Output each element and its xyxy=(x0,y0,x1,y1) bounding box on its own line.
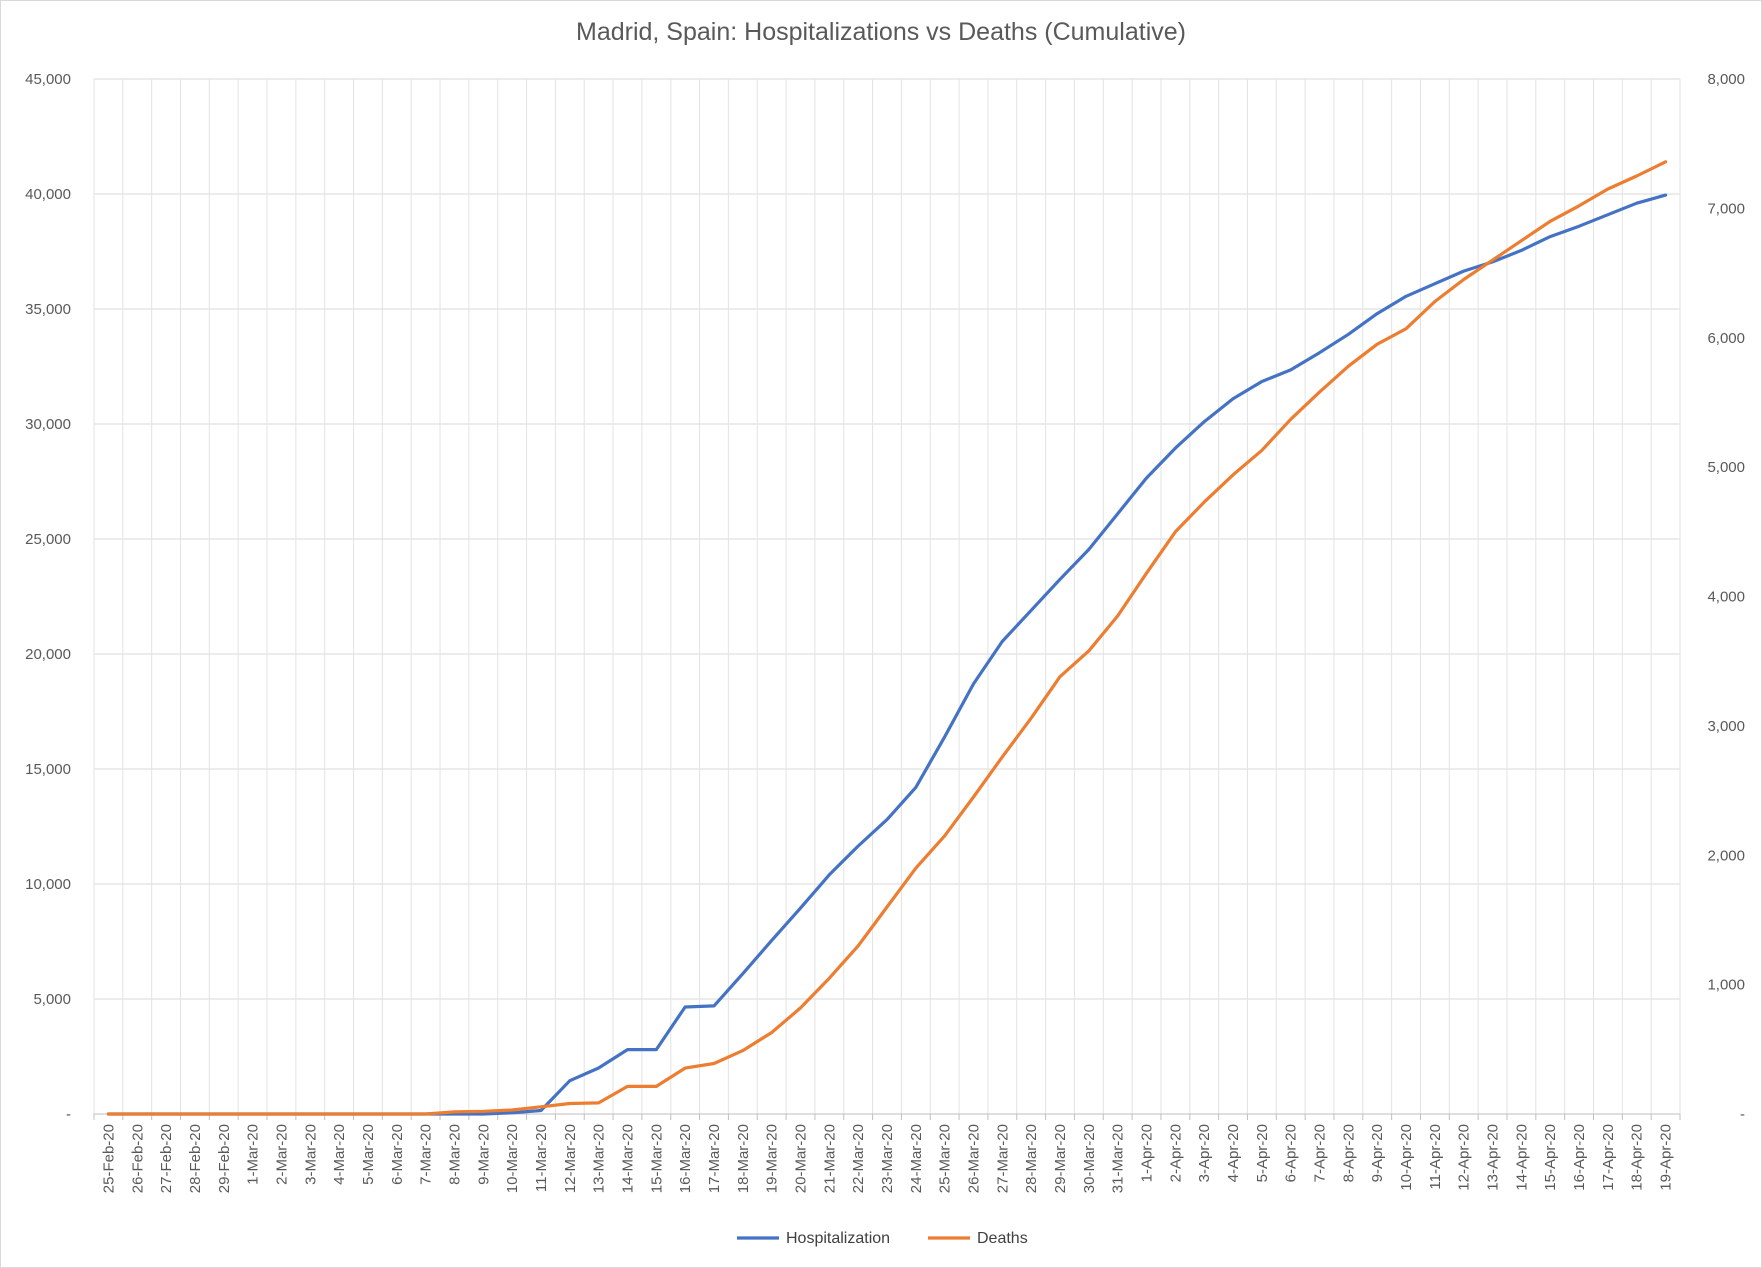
x-tick-label: 3-Apr-20 xyxy=(1196,1124,1213,1182)
x-tick-label: 28-Mar-20 xyxy=(1023,1124,1040,1193)
x-tick-label: 24-Mar-20 xyxy=(908,1124,925,1193)
x-tick-label: 4-Mar-20 xyxy=(331,1124,348,1185)
legend-label: Hospitalization xyxy=(786,1230,890,1247)
x-tick-label: 18-Apr-20 xyxy=(1629,1124,1646,1191)
x-tick-label: 29-Feb-20 xyxy=(216,1124,233,1193)
x-tick-label: 29-Mar-20 xyxy=(1052,1124,1069,1193)
x-tick-label: 10-Mar-20 xyxy=(504,1124,521,1193)
x-tick-label: 8-Apr-20 xyxy=(1340,1124,1357,1182)
series-line-hospitalization xyxy=(106,193,1668,1116)
x-tick-label: 14-Mar-20 xyxy=(619,1124,636,1193)
x-tick-label: 27-Mar-20 xyxy=(994,1124,1011,1193)
x-tick-label: 10-Apr-20 xyxy=(1398,1124,1415,1191)
x-tick-label: 19-Apr-20 xyxy=(1658,1124,1675,1191)
x-tick-label: 9-Mar-20 xyxy=(475,1124,492,1185)
x-tick-label: 14-Apr-20 xyxy=(1513,1124,1530,1191)
x-tick-label: 5-Mar-20 xyxy=(360,1124,377,1185)
y-tick-label-left: 5,000 xyxy=(33,991,71,1008)
x-tick-label: 21-Mar-20 xyxy=(821,1124,838,1193)
y-tick-label-left: - xyxy=(66,1106,71,1123)
x-tick-label: 30-Mar-20 xyxy=(1081,1124,1098,1193)
x-tick-label: 28-Feb-20 xyxy=(187,1124,204,1193)
x-tick-label: 5-Apr-20 xyxy=(1254,1124,1271,1182)
x-tick-label: 23-Mar-20 xyxy=(879,1124,896,1193)
x-tick-label: 3-Mar-20 xyxy=(302,1124,319,1185)
y-tick-label-left: 15,000 xyxy=(25,761,71,778)
y-tick-label-left: 25,000 xyxy=(25,531,71,548)
x-tick-label: 9-Apr-20 xyxy=(1369,1124,1386,1182)
y-tick-label-right: 4,000 xyxy=(1707,589,1745,606)
x-tick-label: 12-Mar-20 xyxy=(562,1124,579,1193)
y-tick-label-right: 2,000 xyxy=(1707,847,1745,864)
x-tick-label: 11-Apr-20 xyxy=(1427,1124,1444,1190)
x-tick-label: 11-Mar-20 xyxy=(533,1124,550,1192)
x-tick-label: 25-Feb-20 xyxy=(100,1124,117,1193)
legend: Hospitalization Deaths xyxy=(737,1230,1028,1247)
x-tick-label: 16-Apr-20 xyxy=(1571,1124,1588,1191)
x-tick-label: 7-Apr-20 xyxy=(1312,1124,1329,1182)
y-tick-label-right: - xyxy=(1740,1106,1745,1123)
x-tick-label: 31-Mar-20 xyxy=(1110,1124,1127,1193)
x-tick-label: 17-Mar-20 xyxy=(706,1124,723,1193)
series-line-deaths xyxy=(106,160,1668,1116)
y-tick-label-right: 6,000 xyxy=(1707,330,1745,347)
y-tick-label-right: 3,000 xyxy=(1707,718,1745,735)
x-tick-label: 17-Apr-20 xyxy=(1600,1124,1617,1191)
x-tick-label: 1-Apr-20 xyxy=(1139,1124,1156,1182)
y-tick-label-right: 7,000 xyxy=(1707,200,1745,217)
x-tick-label: 8-Mar-20 xyxy=(446,1124,463,1185)
chart-title: Madrid, Spain: Hospitalizations vs Death… xyxy=(576,18,1186,46)
y-tick-label-left: 45,000 xyxy=(25,71,71,88)
x-tick-label: 27-Feb-20 xyxy=(158,1124,175,1193)
x-tick-label: 26-Feb-20 xyxy=(129,1124,146,1193)
x-tick-label: 19-Mar-20 xyxy=(764,1124,781,1193)
y-tick-label-left: 10,000 xyxy=(25,876,71,893)
y-axis-left: - 5,000 10,000 15,000 20,000 25,000 30,000 35,0… xyxy=(25,71,71,1123)
x-tick-label: 16-Mar-20 xyxy=(677,1124,694,1193)
x-tick-label: 7-Mar-20 xyxy=(418,1124,435,1185)
x-tick-label: 2-Mar-20 xyxy=(273,1124,290,1185)
x-tick-label: 6-Apr-20 xyxy=(1283,1124,1300,1182)
x-tick-label: 13-Mar-20 xyxy=(591,1124,608,1193)
x-tick-label: 2-Apr-20 xyxy=(1167,1124,1184,1182)
legend-label: Deaths xyxy=(977,1230,1028,1247)
y-tick-label-left: 35,000 xyxy=(25,301,71,318)
x-tick-label: 25-Mar-20 xyxy=(937,1124,954,1193)
y-tick-label-right: 1,000 xyxy=(1707,977,1745,994)
x-tick-label: 20-Mar-20 xyxy=(792,1124,809,1193)
x-tick-label: 26-Mar-20 xyxy=(966,1124,983,1193)
x-tick-label: 22-Mar-20 xyxy=(850,1124,867,1193)
y-axis-right: - 1,000 2,000 3,000 4,000 5,000 6,000 7,000 8,00… xyxy=(1707,71,1745,1123)
y-tick-label-left: 30,000 xyxy=(25,416,71,433)
x-tick-label: 6-Mar-20 xyxy=(389,1124,406,1185)
y-tick-label-left: 20,000 xyxy=(25,646,71,663)
x-axis: 25-Feb-20 26-Feb-20 27-Feb-20 28-Feb-20 29-F… xyxy=(93,1113,1681,1193)
x-tick-label: 13-Apr-20 xyxy=(1485,1124,1502,1191)
x-tick-label: 15-Mar-20 xyxy=(648,1124,665,1193)
x-tick-label: 15-Apr-20 xyxy=(1542,1124,1559,1191)
x-tick-label: 18-Mar-20 xyxy=(735,1124,752,1193)
grid xyxy=(93,78,1681,1115)
series-lines xyxy=(106,160,1668,1116)
x-tick-label: 4-Apr-20 xyxy=(1225,1124,1242,1182)
y-tick-label-right: 8,000 xyxy=(1707,71,1745,88)
y-tick-label-left: 40,000 xyxy=(25,186,71,203)
x-tick-label: 1-Mar-20 xyxy=(245,1124,262,1185)
x-tick-label: 12-Apr-20 xyxy=(1456,1124,1473,1191)
y-tick-label-right: 5,000 xyxy=(1707,459,1745,476)
